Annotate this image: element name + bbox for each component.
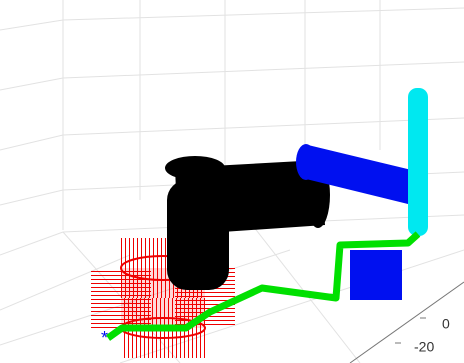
tick-label: -20 [414,339,434,355]
blue-box [350,250,402,300]
tick-label: 0 [442,316,450,332]
start-marker: * [101,328,108,348]
cyan-link [408,88,428,236]
plot-3d: 0 -20 * [0,0,464,363]
